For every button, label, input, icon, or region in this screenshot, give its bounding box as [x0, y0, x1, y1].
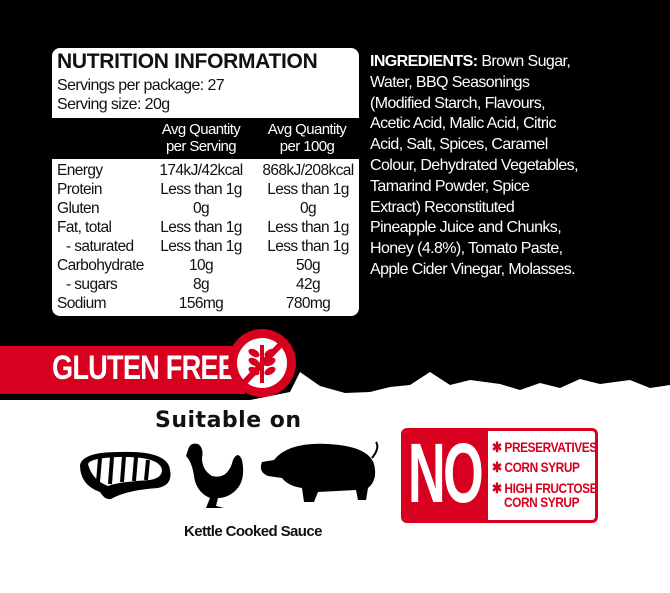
serving-size: Serving size: 20g: [57, 96, 170, 113]
per-serving-value: Less than 1g: [160, 219, 242, 236]
per-serving-value: 0g: [192, 200, 210, 217]
ingredients-line: Tamarind Powder, Spice: [370, 177, 530, 195]
nutrient-name: Fat, total: [57, 219, 112, 236]
ingredients-line: Colour, Dehydrated Vegetables,: [370, 156, 579, 174]
nutrition-row: Protein Less than 1g Less than 1g: [52, 180, 359, 199]
gluten-free-label: GLUTEN FREE: [52, 349, 236, 387]
gluten-free-banner: [0, 346, 245, 394]
suitable-icons: [80, 441, 379, 508]
per-serving-value: Less than 1g: [160, 181, 242, 198]
per-serving-value: Less than 1g: [160, 238, 242, 255]
nutrient-name: Carbohydrate: [57, 257, 144, 274]
ingredients-label: INGREDIENTS:: [370, 53, 478, 70]
nutrition-row: - saturated Less than 1g Less than 1g: [52, 237, 359, 256]
per-serving-value: 174kJ/42kcal: [159, 162, 243, 179]
per-100g-value: Less than 1g: [267, 181, 349, 198]
ingredients-line: Water, BBQ Seasonings: [370, 73, 530, 91]
nutrient-name: - saturated: [66, 238, 134, 255]
nutrition-row: Carbohydrate 10g 50g: [52, 256, 359, 275]
per-100g-value: 42g: [295, 276, 321, 293]
nutrition-row: Energy 174kJ/42kcal 868kJ/208kcal: [52, 161, 359, 180]
per-100g-value: 868kJ/208kcal: [262, 162, 354, 179]
nutrition-rows: Energy 174kJ/42kcal 868kJ/208kcal Protein Le…: [52, 161, 359, 313]
no-label: NO: [408, 428, 484, 520]
ingredients: INGREDIENTS: Brown Sugar, Water, BBQ Seas…: [370, 52, 579, 281]
ingredients-line: Apple Cider Vinegar, Molasses.: [370, 260, 576, 278]
no-item: CORN SYRUP: [504, 494, 580, 510]
no-item: ✱ CORN SYRUP: [492, 459, 580, 475]
nutrition-panel: NUTRITION INFORMATION Servings per packa…: [52, 48, 359, 316]
ingredients-line: (Modified Starch, Flavours,: [370, 94, 546, 112]
nutrition-row: - sugars 8g 42g: [52, 275, 359, 294]
ingredients-line: Honey (4.8%), Tomato Paste,: [370, 240, 563, 258]
per-100g-value: 0g: [299, 200, 317, 217]
ingredients-line: Pineapple Juice and Chunks,: [370, 219, 562, 237]
per-100g-value: Less than 1g: [267, 238, 349, 255]
no-item: ✱ HIGH FRUCTOSE: [492, 480, 598, 496]
per-serving-value: 8g: [192, 276, 210, 293]
nutrient-name: Sodium: [57, 295, 107, 312]
ingredients-line: Extract) Reconstituted: [370, 198, 515, 216]
nutrition-row: Fat, total Less than 1g Less than 1g: [52, 218, 359, 237]
ingredients-line: Acetic Acid, Malic Acid, Citric: [370, 115, 557, 133]
ingredients-line: Brown Sugar,: [481, 53, 571, 70]
no-item: ✱ PRESERVATIVES: [492, 439, 597, 455]
per-100g-value: 50g: [295, 257, 321, 274]
nutrition-row: Sodium 156mg 780mg: [52, 294, 359, 313]
chicken-icon: [186, 443, 244, 508]
no-wheat-icon: [228, 329, 296, 397]
nutrient-name: Energy: [57, 162, 103, 179]
nutrient-name: Gluten: [57, 200, 100, 217]
pig-icon: [260, 441, 379, 502]
per-100g-value: Less than 1g: [267, 219, 349, 236]
col-per-serving: Avg Quantity per Serving: [161, 121, 241, 155]
per-100g-value: 780mg: [285, 295, 331, 312]
nutrition-header: Avg Quantity per Serving Avg Quantity per …: [52, 118, 359, 159]
no-additives-badge: NO ✱ PRESERVATIVES ✱ CORN SYRUP ✱ HIGH F…: [401, 428, 598, 523]
suitable-on-label: Suitable on: [155, 408, 302, 433]
servings-per-package: Servings per package: 27: [57, 77, 225, 94]
nutrient-name: Protein: [57, 181, 103, 198]
per-serving-value: 10g: [188, 257, 214, 274]
per-serving-value: 156mg: [178, 295, 224, 312]
nutrient-name: - sugars: [66, 276, 118, 293]
nutrition-row: Gluten 0g 0g: [52, 199, 359, 218]
ingredients-line: Acid, Salt, Spices, Caramel: [370, 136, 548, 154]
nutrition-title: NUTRITION INFORMATION: [57, 50, 318, 73]
steak-icon: [80, 451, 171, 500]
col-per-100g: Avg Quantity per 100g: [267, 121, 347, 155]
kettle-cooked-caption: Kettle Cooked Sauce: [184, 523, 322, 540]
